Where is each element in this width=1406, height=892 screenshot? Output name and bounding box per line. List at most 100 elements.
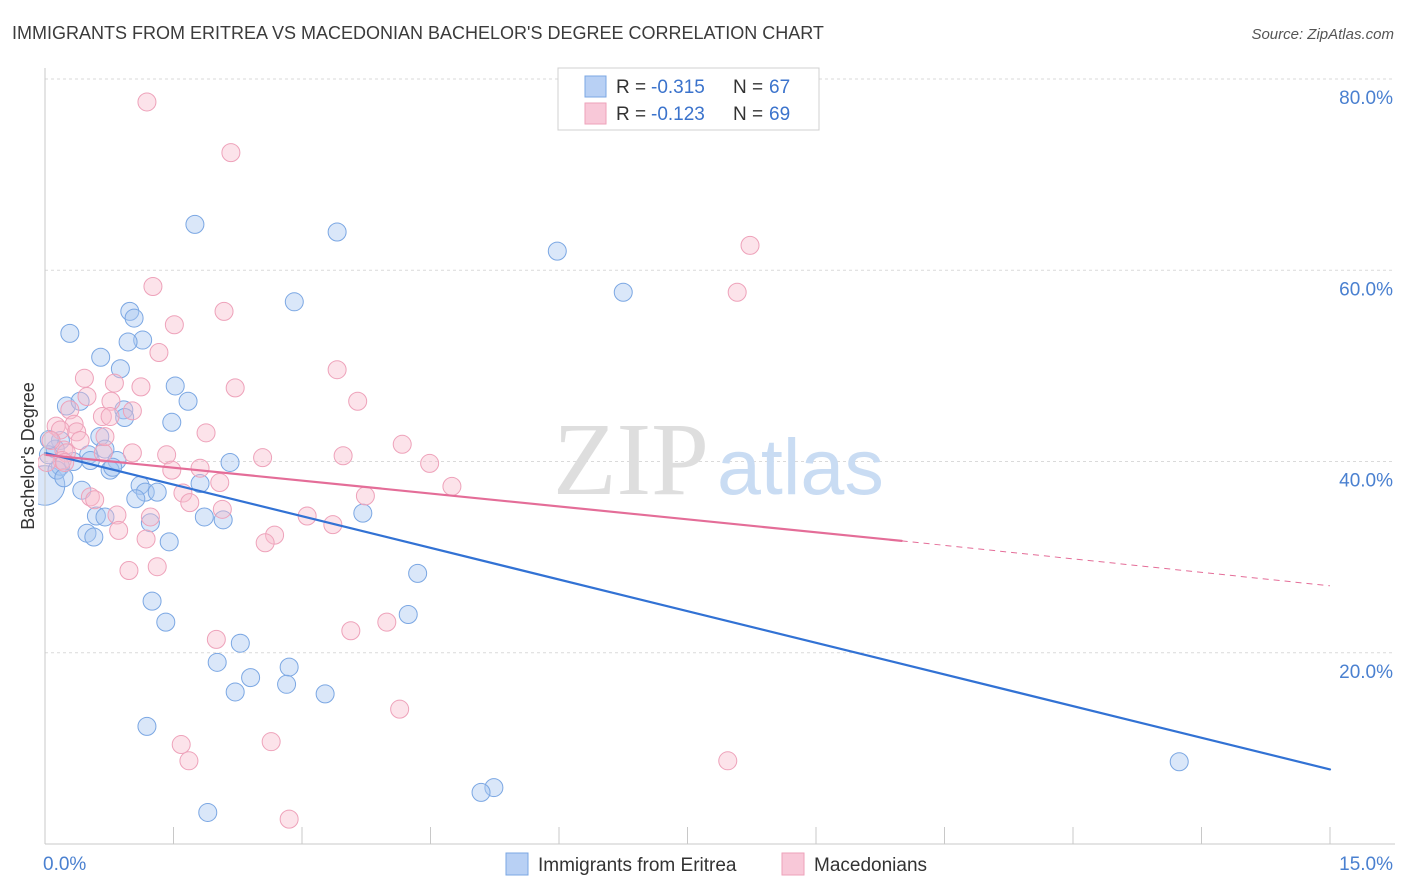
eritrea-point bbox=[230, 633, 250, 653]
n-label: N = bbox=[733, 104, 763, 125]
macedonians-point bbox=[50, 420, 70, 440]
eritrea-point bbox=[110, 359, 130, 379]
r-value-macedonians: -0.123 bbox=[651, 104, 705, 125]
macedonians-point bbox=[253, 448, 273, 468]
eritrea-point bbox=[353, 503, 373, 523]
eritrea-point bbox=[277, 674, 297, 694]
y-tick-label: 60.0% bbox=[1339, 279, 1393, 300]
trend-lines bbox=[43, 451, 1332, 771]
macedonians-point bbox=[92, 407, 112, 427]
macedonians-point bbox=[122, 401, 142, 421]
macedonians-point bbox=[279, 809, 299, 829]
macedonians-point bbox=[261, 732, 281, 752]
eritrea-point bbox=[207, 652, 227, 672]
macedonians-point bbox=[390, 699, 410, 719]
macedonians-point bbox=[333, 446, 353, 466]
eritrea-point bbox=[241, 668, 261, 688]
macedonians-point bbox=[100, 407, 120, 427]
gridlines bbox=[45, 78, 1395, 654]
macedonians-point bbox=[41, 430, 61, 450]
eritrea-point bbox=[162, 412, 182, 432]
n-value-macedonians: 69 bbox=[769, 104, 790, 125]
macedonians-point bbox=[131, 377, 151, 397]
macedonians-point bbox=[341, 621, 361, 641]
macedonians-point bbox=[225, 378, 245, 398]
macedonians-point bbox=[377, 612, 397, 632]
eritrea-point bbox=[91, 347, 111, 367]
macedonians-point bbox=[60, 400, 80, 420]
legend-label-macedonians: Macedonians bbox=[814, 855, 927, 876]
eritrea-point bbox=[327, 222, 347, 242]
eritrea-point bbox=[133, 330, 153, 350]
macedonians-point bbox=[171, 735, 191, 755]
eritrea-point bbox=[90, 427, 110, 447]
eritrea-point bbox=[198, 802, 218, 822]
y-tick-label: 40.0% bbox=[1339, 471, 1393, 492]
watermark: ZIP atlas bbox=[553, 402, 884, 517]
eritrea-point bbox=[159, 532, 179, 552]
macedonians-point bbox=[740, 235, 760, 255]
eritrea-point bbox=[185, 214, 205, 234]
macedonians-point bbox=[180, 493, 200, 513]
macedonians-point bbox=[355, 486, 375, 506]
legend-item-macedonians: Macedonians bbox=[781, 852, 927, 876]
watermark-zip: ZIP bbox=[553, 402, 709, 517]
r-label: R = bbox=[616, 77, 646, 98]
ticks: 20.0% 40.0% 60.0% 80.0% 0.0% 15.0% bbox=[43, 88, 1393, 875]
eritrea-point bbox=[165, 376, 185, 396]
eritrea-point bbox=[547, 241, 567, 261]
eritrea-point bbox=[279, 657, 299, 677]
macedonians-point bbox=[442, 476, 462, 496]
eritrea-point bbox=[84, 527, 104, 547]
n-value-eritrea: 67 bbox=[769, 77, 790, 98]
macedonians-point bbox=[162, 460, 182, 480]
eritrea-point bbox=[220, 452, 240, 472]
macedonians-point bbox=[392, 434, 412, 454]
macedonians-point bbox=[119, 561, 139, 581]
macedonians-point bbox=[206, 629, 226, 649]
macedonians-point bbox=[140, 507, 160, 527]
eritrea-point bbox=[398, 605, 418, 624]
eritrea-point bbox=[408, 563, 428, 583]
eritrea-point bbox=[178, 391, 198, 411]
macedonians-point bbox=[221, 143, 241, 163]
trend-line-eritrea bbox=[43, 451, 1332, 771]
eritrea-point bbox=[284, 292, 304, 312]
legend-item-eritrea: Immigrants from Eritrea bbox=[505, 852, 737, 876]
eritrea-point bbox=[60, 323, 80, 343]
eritrea-point bbox=[1169, 752, 1189, 772]
macedonians-point bbox=[107, 505, 127, 525]
y-tick-label: 20.0% bbox=[1339, 662, 1393, 683]
macedonians-point bbox=[74, 368, 94, 388]
macedonians-point bbox=[85, 490, 105, 510]
macedonians-point bbox=[93, 443, 113, 463]
chart-title: IMMIGRANTS FROM ERITREA VS MACEDONIAN BA… bbox=[12, 23, 824, 43]
macedonians-point bbox=[164, 315, 184, 335]
eritrea-point bbox=[213, 510, 233, 530]
x-tick-label: 15.0% bbox=[1339, 854, 1393, 875]
macedonians-point bbox=[718, 751, 738, 771]
eritrea-point bbox=[613, 282, 633, 302]
macedonians-point bbox=[95, 427, 115, 447]
x-tick-label: 0.0% bbox=[43, 854, 86, 875]
macedonians-point bbox=[137, 92, 157, 112]
r-label: R = bbox=[616, 104, 646, 125]
macedonians-points bbox=[38, 92, 760, 829]
eritrea-point bbox=[315, 684, 335, 704]
eritrea-point bbox=[190, 473, 210, 493]
eritrea-point bbox=[137, 716, 157, 736]
macedonians-point bbox=[70, 430, 90, 450]
watermark-atlas: atlas bbox=[717, 422, 884, 511]
y-axis-label: Bachelor's Degree bbox=[18, 382, 38, 530]
macedonians-point bbox=[77, 386, 97, 406]
eritrea-point bbox=[54, 468, 74, 488]
macedonians-point bbox=[122, 443, 142, 463]
eritrea-point bbox=[194, 507, 214, 527]
macedonians-point bbox=[212, 499, 232, 519]
n-label: N = bbox=[733, 77, 763, 98]
macedonians-point bbox=[196, 423, 216, 443]
chart-source: Source: ZipAtlas.com bbox=[1251, 26, 1394, 43]
macedonians-point bbox=[214, 301, 234, 321]
eritrea-point bbox=[124, 308, 144, 328]
